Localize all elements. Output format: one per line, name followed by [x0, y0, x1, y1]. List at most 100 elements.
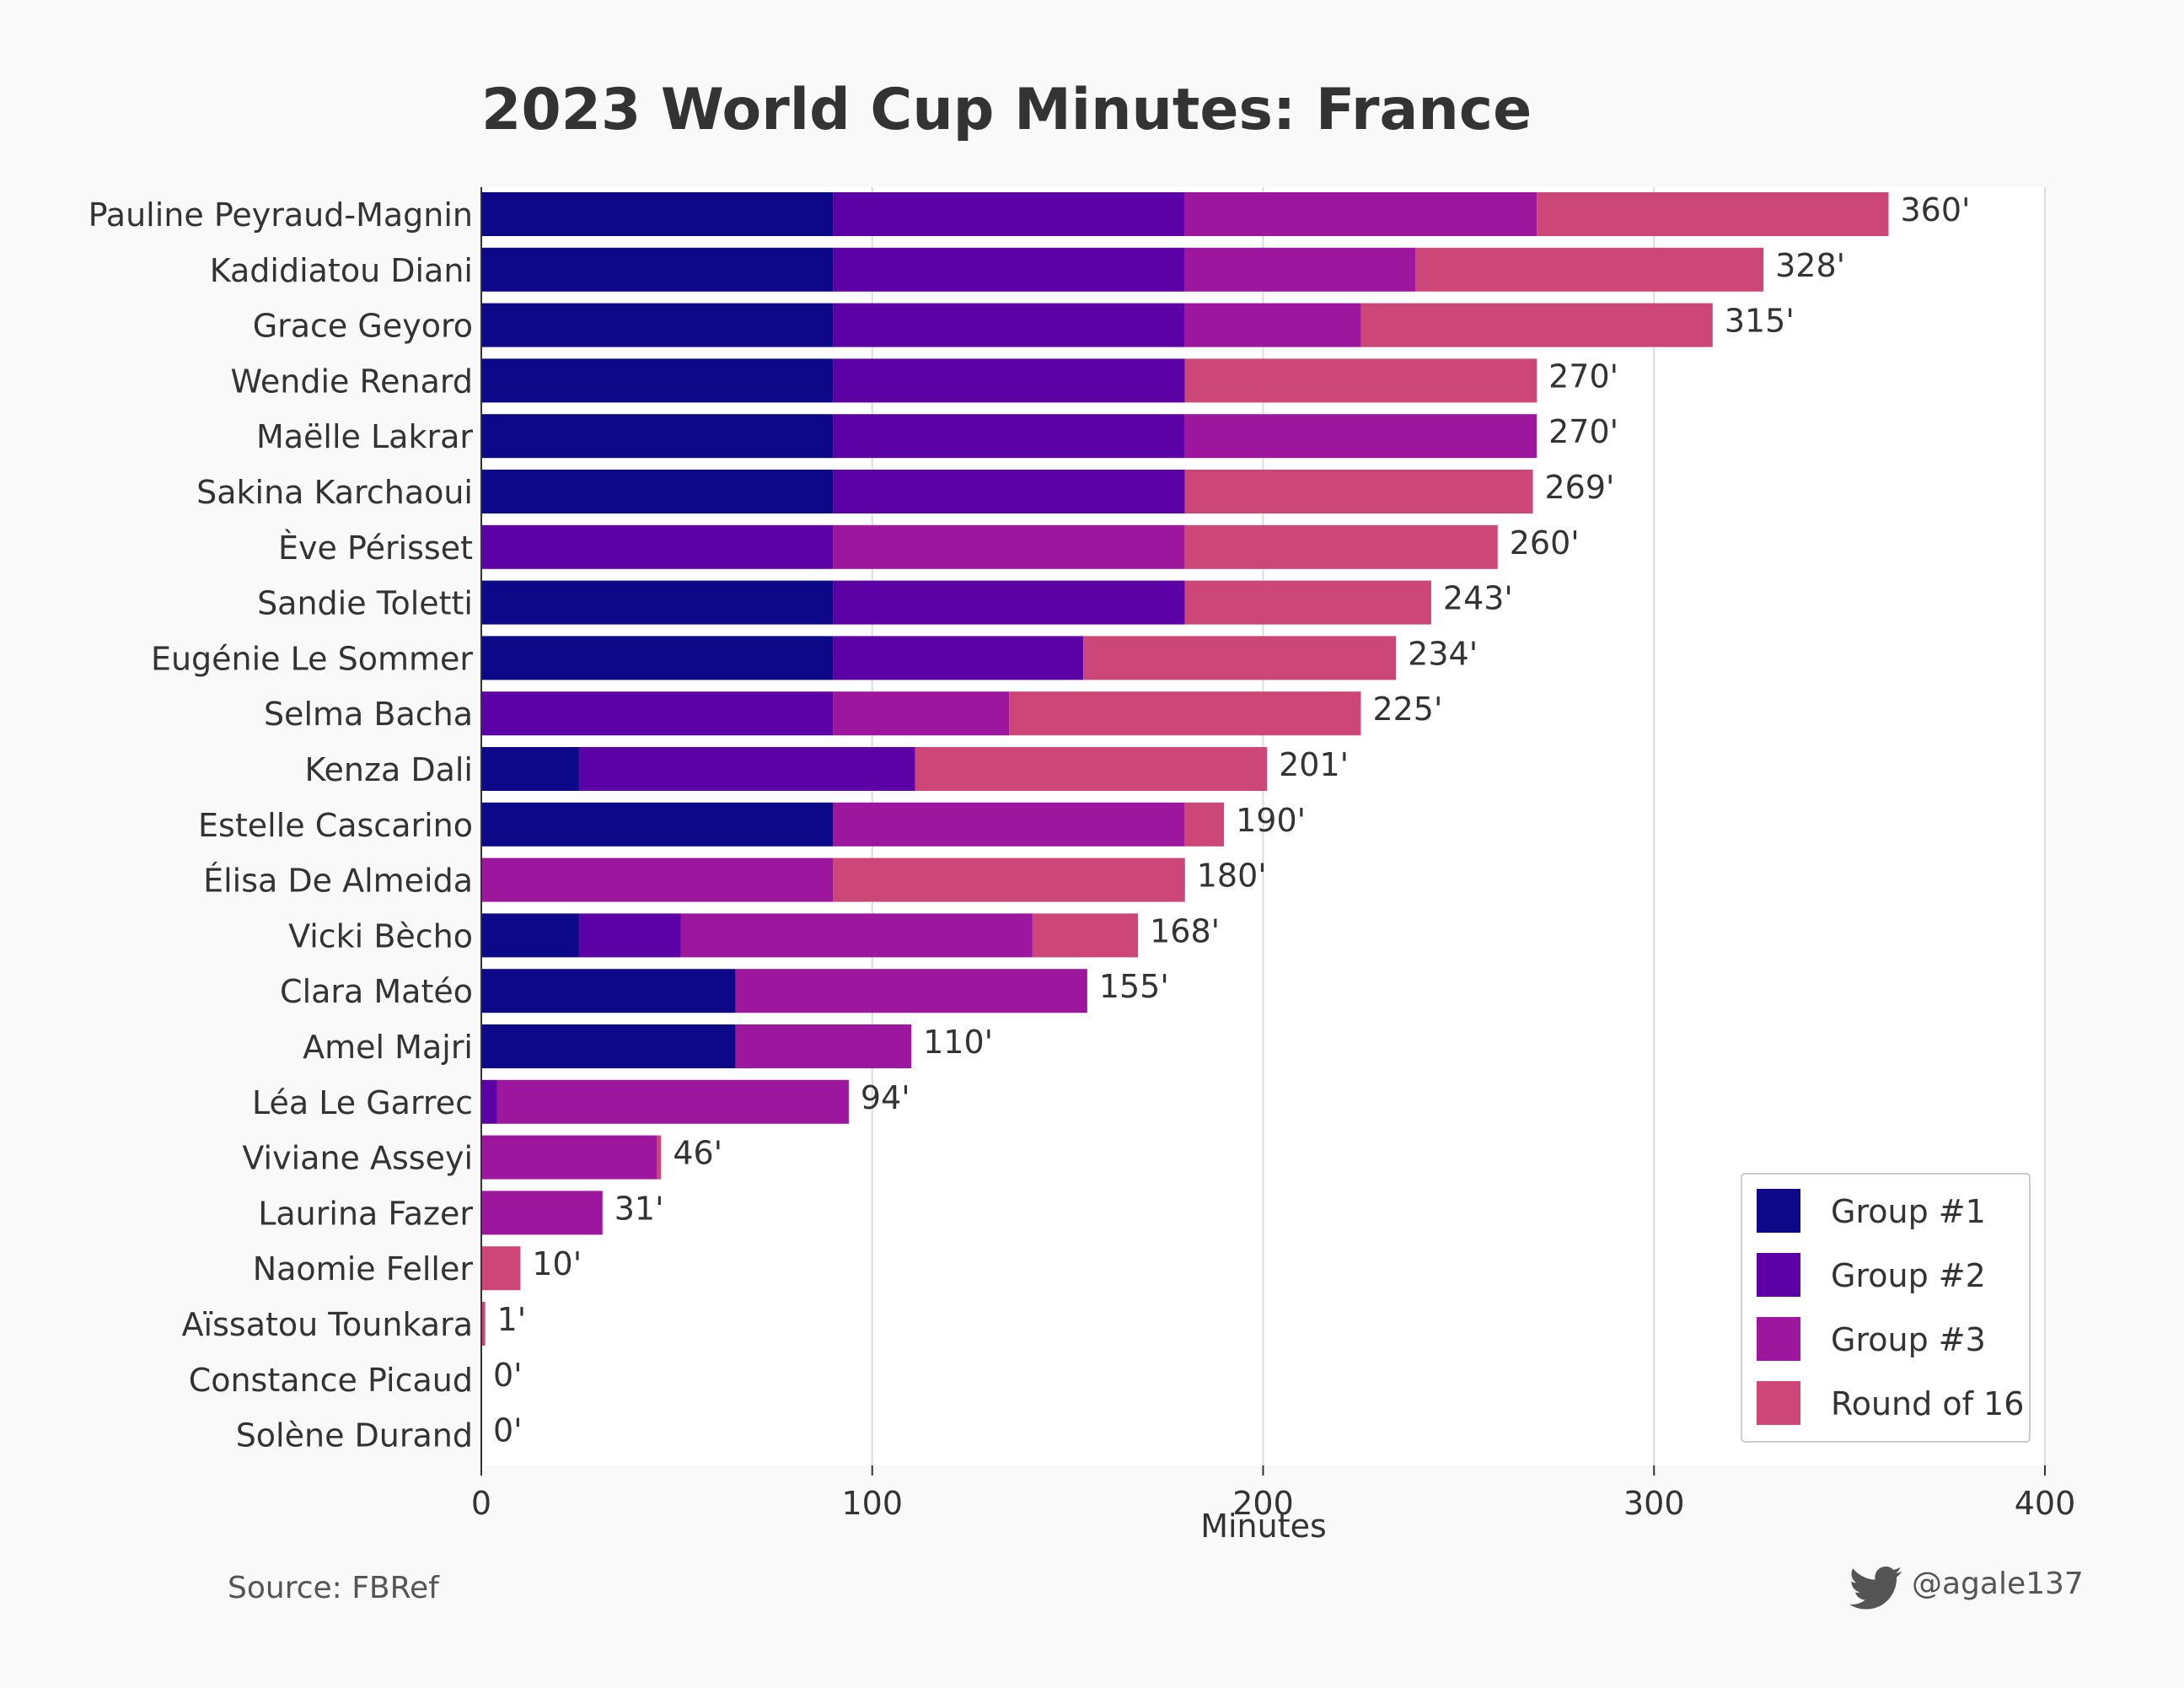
chart-title: 2023 World Cup Minutes: France — [481, 77, 1532, 143]
bar-segment — [1537, 192, 1889, 236]
total-label: 10' — [532, 1245, 582, 1282]
total-label: 190' — [1236, 802, 1306, 839]
author-handle: @agale137 — [1912, 1567, 2084, 1601]
bar-segment — [578, 913, 681, 958]
total-label: 360' — [1901, 191, 1971, 228]
category-label: Laurina Fazer — [258, 1195, 473, 1232]
bar-segment — [833, 580, 1185, 625]
bar-segment — [496, 1079, 849, 1124]
bar-segment — [481, 1246, 521, 1291]
bar-segment — [1184, 414, 1537, 459]
category-label: Amel Majri — [303, 1029, 473, 1066]
category-label: Naomie Feller — [253, 1250, 474, 1288]
category-label: Pauline Peyraud-Magnin — [89, 196, 473, 234]
bar-segment — [481, 691, 834, 736]
bar-segment — [833, 358, 1185, 403]
bar-segment — [657, 1135, 662, 1180]
bar-segment — [481, 636, 834, 680]
bar-segment — [578, 747, 915, 791]
bar-segment — [481, 303, 834, 347]
total-label: 201' — [1279, 746, 1349, 783]
bar-segment — [1184, 192, 1537, 236]
bar-segment — [481, 802, 834, 847]
legend-swatch — [1757, 1189, 1800, 1233]
plot-area: 0 100 200 300 400 Pauline Peyraud-Magnin 360' K… — [89, 187, 2076, 1522]
category-label: Kenza Dali — [305, 751, 473, 788]
total-label: 180' — [1197, 857, 1267, 895]
total-label: 269' — [1544, 469, 1614, 506]
category-label: Grace Geyoro — [253, 308, 473, 345]
total-label: 0' — [493, 1357, 523, 1394]
bar-segment — [833, 470, 1185, 513]
bar-segment — [680, 913, 1033, 958]
total-label: 328' — [1775, 247, 1845, 284]
legend-swatch — [1757, 1381, 1800, 1425]
legend-label: Group #3 — [1831, 1321, 1986, 1358]
bar-segment — [481, 747, 579, 791]
category-label: Selma Bacha — [264, 696, 473, 733]
category-label: Élisa De Almeida — [203, 863, 473, 900]
category-label: Estelle Cascarino — [198, 807, 473, 844]
legend-label: Group #1 — [1831, 1193, 1986, 1230]
total-label: 155' — [1099, 968, 1169, 1005]
x-tick-label: 0 — [471, 1485, 491, 1522]
bar-segment — [833, 691, 1010, 736]
bar-segment — [481, 192, 834, 236]
bar-segment — [481, 247, 834, 292]
total-label: 234' — [1408, 635, 1478, 672]
category-label: Eugénie Le Sommer — [151, 640, 473, 677]
bar-segment — [1184, 303, 1361, 347]
total-label: 0' — [493, 1412, 523, 1449]
category-label: Wendie Renard — [231, 363, 473, 400]
bar-segment — [735, 1024, 912, 1068]
source-label: Source: FBRef — [228, 1571, 440, 1605]
bar-segment — [481, 913, 579, 958]
category-label: Sandie Toletti — [257, 585, 473, 622]
category-label: Léa Le Garrec — [252, 1084, 473, 1121]
bar-segment — [833, 303, 1185, 347]
bar-segment — [1032, 913, 1139, 958]
category-label: Viviane Asseyi — [242, 1140, 473, 1177]
bar-segment — [481, 1024, 736, 1068]
category-label: Clara Matéo — [280, 973, 473, 1010]
bar-segment — [481, 1302, 486, 1346]
bar-segment — [481, 470, 834, 513]
bar-segment — [833, 636, 1084, 680]
legend-label: Round of 16 — [1831, 1385, 2024, 1422]
bar-segment — [1184, 524, 1498, 569]
total-label: 260' — [1510, 524, 1580, 562]
bar-segment — [1184, 358, 1537, 403]
x-tick-label: 400 — [2015, 1485, 2076, 1522]
bar-segment — [481, 1191, 603, 1235]
category-label: Ève Périsset — [278, 530, 473, 567]
total-label: 270' — [1548, 413, 1618, 450]
twitter-bird-icon — [1849, 1566, 1902, 1610]
bar-segment — [833, 192, 1185, 236]
bar-segment — [481, 1135, 657, 1180]
category-label: Kadidiatou Diani — [210, 252, 473, 289]
total-label: 270' — [1548, 357, 1618, 395]
bar-segment — [1415, 247, 1764, 292]
total-label: 315' — [1725, 303, 1795, 340]
total-label: 46' — [673, 1135, 722, 1172]
legend-box — [1741, 1173, 2031, 1443]
category-label: Constance Picaud — [189, 1362, 473, 1399]
bar-segment — [833, 247, 1185, 292]
total-label: 225' — [1372, 691, 1442, 728]
bar-segment — [1184, 247, 1416, 292]
bar-segment — [735, 969, 1087, 1013]
bar-segment — [833, 802, 1185, 847]
x-tick-label: 300 — [1623, 1485, 1685, 1522]
bar-segment — [481, 358, 834, 403]
total-label: 31' — [614, 1190, 664, 1227]
legend-swatch — [1757, 1317, 1800, 1361]
category-label: Vicki Bècho — [288, 917, 473, 954]
total-label: 110' — [923, 1024, 993, 1061]
legend-swatch — [1757, 1253, 1800, 1297]
category-label: Maëlle Lakrar — [256, 418, 473, 455]
bar-segment — [833, 524, 1185, 569]
x-tick-label: 100 — [841, 1485, 903, 1522]
bar-segment — [481, 857, 834, 902]
